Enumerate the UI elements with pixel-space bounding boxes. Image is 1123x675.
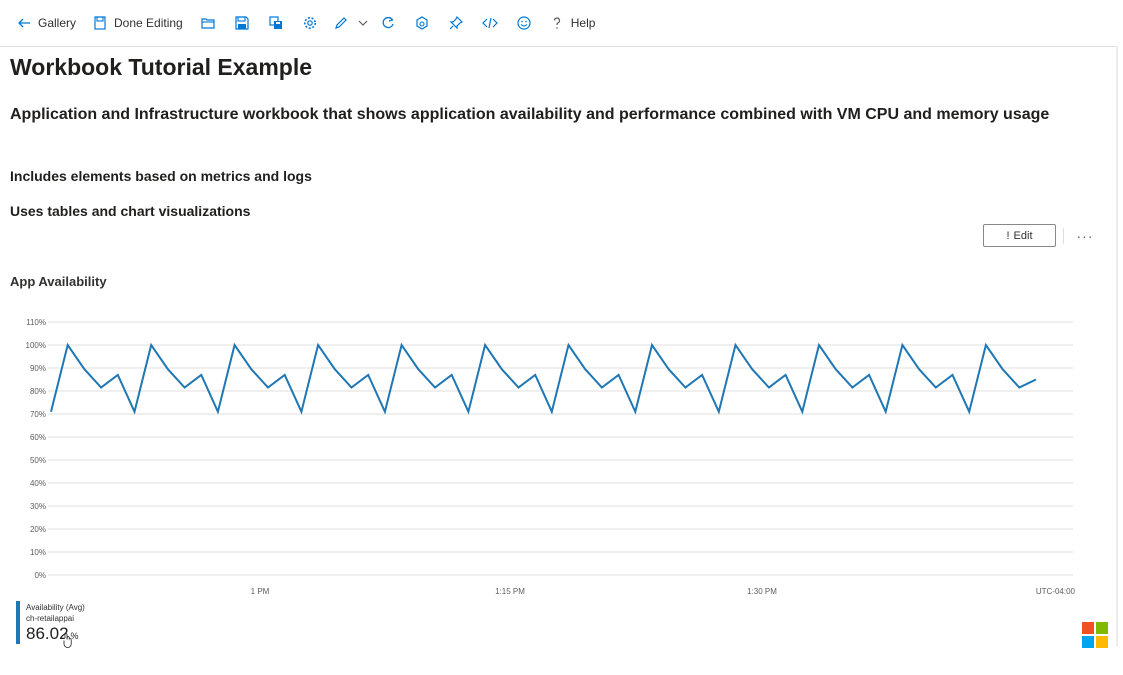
y-tick-label: 70% <box>30 410 46 419</box>
done-editing-button[interactable]: Done Editing <box>84 8 191 38</box>
legend-metric: Availability (Avg) <box>26 603 85 612</box>
save-icon <box>235 16 249 30</box>
help-button[interactable]: Help <box>541 8 604 38</box>
toolbar: Gallery Done Editing Help <box>0 0 1118 46</box>
page-subtitle: Application and Infrastructure workbook … <box>10 106 1050 123</box>
edit-pencil-button[interactable] <box>327 8 355 38</box>
settings-button[interactable] <box>293 8 327 38</box>
edit-button[interactable]: ! Edit <box>983 224 1056 247</box>
y-tick-label: 60% <box>30 433 46 442</box>
share-button[interactable] <box>405 8 439 38</box>
save-button[interactable] <box>225 8 259 38</box>
availability-series-line[interactable] <box>50 342 1037 415</box>
code-icon <box>481 17 498 29</box>
legend-value-number: 86.02 <box>26 624 69 643</box>
gallery-button[interactable]: Gallery <box>8 8 84 38</box>
edit-dropdown-button[interactable] <box>355 8 371 38</box>
visualizations-note: Uses tables and chart visualizations <box>10 203 251 219</box>
metrics-logs-note: Includes elements based on metrics and l… <box>10 168 312 184</box>
folder-open-icon <box>201 18 215 29</box>
y-tick-label: 110% <box>26 318 46 327</box>
y-tick-label: 10% <box>30 548 46 557</box>
legend-unit: % <box>70 631 79 641</box>
pin-icon <box>449 15 463 30</box>
refresh-button[interactable] <box>371 8 405 38</box>
save-as-button[interactable] <box>259 8 293 38</box>
scrollbar[interactable] <box>1116 46 1118 646</box>
y-tick-label: 80% <box>30 387 46 396</box>
pin-button[interactable] <box>439 8 473 38</box>
action-separator <box>1063 228 1064 244</box>
save-as-icon <box>269 16 282 29</box>
toolbar-divider <box>0 46 1118 47</box>
x-tick-label: 1 PM <box>251 587 270 596</box>
page-title: Workbook Tutorial Example <box>10 54 313 80</box>
question-icon <box>553 17 560 29</box>
gallery-label: Gallery <box>38 16 77 30</box>
pencil-icon <box>334 17 347 29</box>
timezone-label: UTC-04:00 <box>1036 587 1076 596</box>
legend-resource: ch-retailappai <box>26 614 75 623</box>
y-tick-label: 0% <box>34 571 46 580</box>
refresh-icon <box>382 16 394 29</box>
y-tick-label: 30% <box>30 502 46 511</box>
open-button[interactable] <box>191 8 225 38</box>
y-tick-label: 90% <box>30 364 46 373</box>
advanced-editor-button[interactable] <box>473 8 507 38</box>
gear-icon <box>303 17 316 29</box>
chevron-down-icon <box>358 20 368 26</box>
availability-chart: 110% 100% 90% 80% 70% 60% 50% 40% 30% 20% 10% 0% 1 P… <box>26 318 1076 596</box>
share-icon <box>416 16 428 30</box>
legend-color-bar <box>16 601 20 644</box>
help-label: Help <box>570 16 596 30</box>
back-arrow-icon <box>18 18 30 28</box>
y-tick-label: 100% <box>26 341 46 350</box>
feedback-button[interactable] <box>507 8 541 38</box>
more-options-button[interactable]: ··· <box>1076 227 1094 244</box>
done-editing-icon <box>94 16 106 30</box>
chart-title: App Availability <box>10 274 107 289</box>
x-tick-label: 1:30 PM <box>747 587 777 596</box>
done-editing-label: Done Editing <box>114 16 183 30</box>
edit-icon: ! <box>1006 229 1010 242</box>
y-tick-label: 40% <box>30 479 46 488</box>
microsoft-logo <box>1082 622 1108 648</box>
legend-value: 86.02% <box>26 624 79 644</box>
smiley-icon <box>517 16 531 30</box>
y-tick-label: 50% <box>30 456 46 465</box>
y-tick-label: 20% <box>30 525 46 534</box>
mouse-cursor-icon <box>63 633 72 648</box>
x-tick-label: 1:15 PM <box>495 587 525 596</box>
edit-label: Edit <box>1013 229 1033 242</box>
